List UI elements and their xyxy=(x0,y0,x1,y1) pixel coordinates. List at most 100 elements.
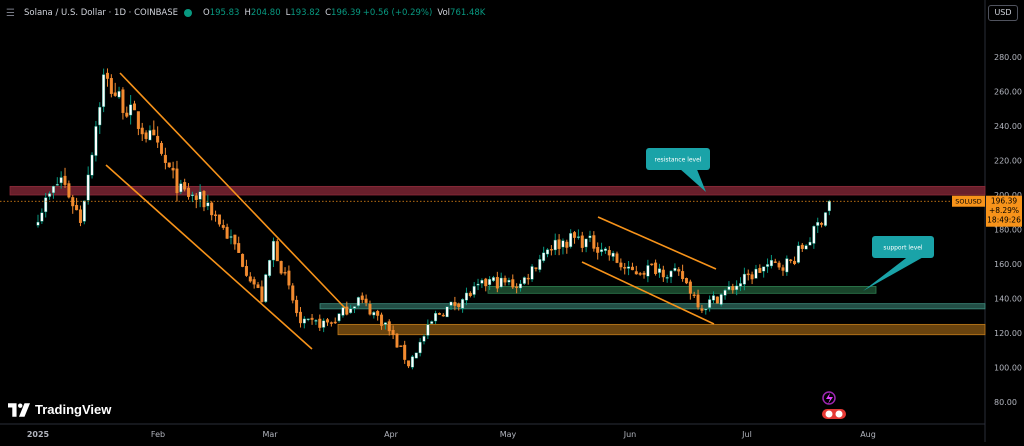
candle-body xyxy=(237,243,241,253)
candle-body xyxy=(252,279,256,285)
y-tick-label: 160.00 xyxy=(994,260,1022,269)
candle-body xyxy=(353,306,357,309)
candle-body xyxy=(627,266,631,269)
candle-body xyxy=(167,162,171,168)
candle-body xyxy=(719,294,723,305)
candle-body xyxy=(144,132,148,139)
candle-body xyxy=(457,303,461,308)
candle-body xyxy=(781,267,785,271)
y-tick-label: 140.00 xyxy=(994,295,1022,304)
support-label: support level xyxy=(883,245,923,252)
candle-body xyxy=(121,89,125,113)
candle-body xyxy=(187,187,191,197)
legend-header: ☰ Solana / U.S. Dollar · 1D · COINBASE O… xyxy=(0,0,487,26)
x-tick-label: Apr xyxy=(384,430,399,439)
candle-body xyxy=(129,104,133,116)
candle-body xyxy=(808,241,812,246)
candle-body xyxy=(117,91,121,98)
candle-body xyxy=(356,297,360,306)
support-zone xyxy=(487,286,877,294)
candle-body xyxy=(650,263,654,266)
y-tick-label: 260.00 xyxy=(994,88,1022,97)
event-flash-icon xyxy=(822,391,836,405)
candle-body xyxy=(754,268,758,279)
candle-body xyxy=(318,318,322,328)
candle-body xyxy=(623,267,627,269)
candle-body xyxy=(422,336,426,342)
candle-body xyxy=(538,259,542,270)
tradingview-logo[interactable]: TradingView xyxy=(8,402,111,417)
candle-body xyxy=(526,277,530,280)
candle-body xyxy=(681,271,685,280)
candle-body xyxy=(588,235,592,238)
candle-body xyxy=(105,72,109,79)
currency-button[interactable]: USD xyxy=(988,5,1018,21)
y-tick-label: 220.00 xyxy=(994,157,1022,166)
candle-body xyxy=(94,126,98,156)
candle-body xyxy=(437,313,441,315)
candle-body xyxy=(40,212,44,222)
close-value: 196.39 xyxy=(331,8,361,18)
candle-body xyxy=(279,261,283,274)
candle-body xyxy=(480,280,484,284)
candle-body xyxy=(522,277,526,284)
candle-body xyxy=(592,235,596,249)
resistance-zone xyxy=(9,185,986,196)
candle-body xyxy=(820,222,824,225)
candle-body xyxy=(148,130,152,141)
channel-line-4 xyxy=(581,261,715,325)
candle-body xyxy=(677,269,681,272)
symbol-tag xyxy=(952,195,985,207)
candle-body xyxy=(553,239,557,251)
candle-body xyxy=(63,175,67,185)
resistance-callout xyxy=(646,148,710,170)
lightning-icon xyxy=(826,393,833,404)
candle-body xyxy=(109,78,113,94)
candle-body xyxy=(495,276,499,289)
candle-body xyxy=(248,276,252,282)
price-tag-countdown: 18:49:26 xyxy=(987,216,1021,225)
candle-body xyxy=(739,283,743,287)
candle-body xyxy=(132,103,136,111)
low-value: 193.82 xyxy=(290,8,321,18)
menu-icon[interactable]: ☰ xyxy=(6,7,15,19)
candle-body xyxy=(696,294,700,308)
candle-body xyxy=(804,245,808,250)
candle-body xyxy=(210,202,214,216)
candle-body xyxy=(712,295,716,301)
candle-body xyxy=(665,277,669,279)
candle-body xyxy=(766,264,770,267)
candle-body xyxy=(777,262,781,268)
candle-body xyxy=(812,225,816,244)
x-tick-label: May xyxy=(500,430,517,439)
candle-body xyxy=(561,240,565,248)
candle-body xyxy=(515,286,519,288)
volume-value: 761.48K xyxy=(450,8,486,18)
candle-body xyxy=(769,260,773,267)
candle-body xyxy=(484,278,488,287)
x-tick-label: 2025 xyxy=(27,430,50,439)
candle-body xyxy=(256,284,260,288)
y-tick-label: 280.00 xyxy=(994,53,1022,62)
us-flag-icon xyxy=(835,410,843,418)
us-flag-icon xyxy=(825,410,833,418)
candle-body xyxy=(368,304,372,315)
candle-body xyxy=(827,201,831,212)
channel-line-1 xyxy=(119,72,346,309)
candle-body xyxy=(611,252,615,257)
candle-body xyxy=(607,250,611,256)
candle-body xyxy=(476,283,480,286)
candle-body xyxy=(86,174,90,201)
candle-body xyxy=(260,286,264,302)
candle-body xyxy=(302,318,306,324)
candle-body xyxy=(646,265,650,277)
candle-body xyxy=(634,271,638,275)
candle-body xyxy=(229,236,233,238)
candle-body xyxy=(399,345,403,347)
symbol-title[interactable]: Solana / U.S. Dollar · 1D · COINBASE xyxy=(24,8,178,18)
candle-body xyxy=(380,314,384,326)
candle-body xyxy=(565,241,569,248)
candle-body xyxy=(59,177,63,184)
